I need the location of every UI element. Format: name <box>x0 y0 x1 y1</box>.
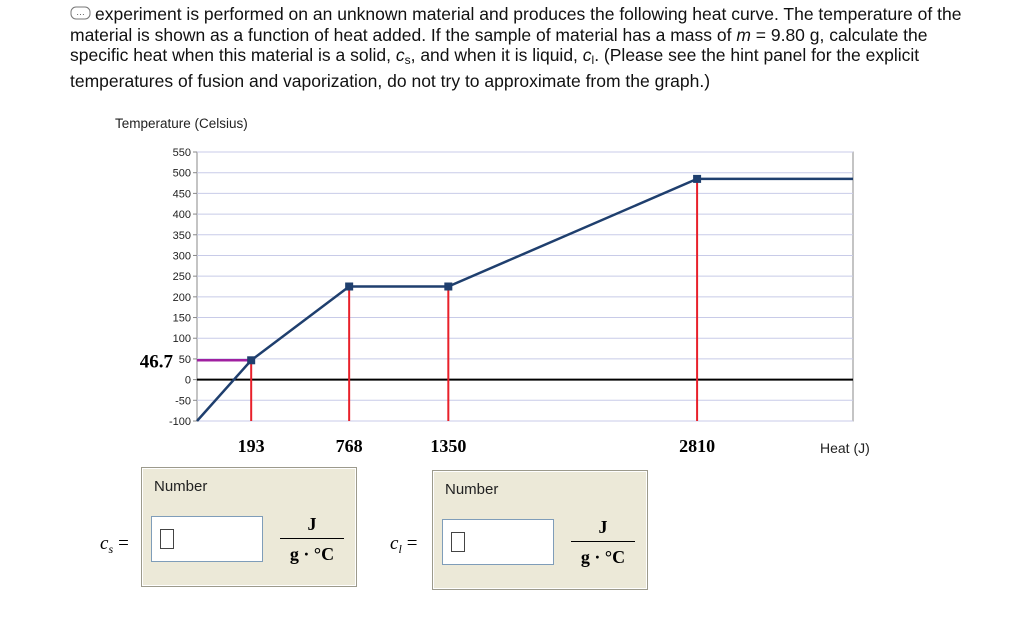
answer-symbol: cl = <box>390 533 418 557</box>
fraction-bar <box>280 538 344 539</box>
problem-segment: , and when it is liquid, <box>410 45 583 65</box>
number-input[interactable] <box>151 516 263 562</box>
answer-symbol: cs = <box>100 533 129 557</box>
x-point-label: 768 <box>336 436 363 456</box>
symbol: c <box>390 533 399 554</box>
problem-segment: c <box>582 45 592 65</box>
number-input[interactable] <box>442 519 554 565</box>
y-tick-label: -100 <box>169 416 191 428</box>
x-point-label: 1350 <box>430 436 466 456</box>
y-tick-label: 150 <box>173 313 191 325</box>
equals-sign: = <box>406 533 418 554</box>
problem-segment: c <box>395 45 405 65</box>
plot-area <box>196 151 854 422</box>
input-cursor-box <box>451 532 465 552</box>
curve <box>196 177 853 422</box>
symbol-subscript: s <box>108 542 114 556</box>
problem-segment: . (Please see the hint panel for the exp… <box>70 45 920 91</box>
y-tick-label: 550 <box>173 147 191 159</box>
equals-sign: = <box>118 533 129 554</box>
problem-segment: s <box>404 53 411 67</box>
x-axis-title: Heat (J) <box>820 440 870 456</box>
y-tick-label: 0 <box>185 375 191 387</box>
problem-text: … experiment is performed on an unknown m… <box>70 4 970 91</box>
symbol-subscript: l <box>398 542 402 556</box>
comment-icon[interactable]: … <box>70 5 92 23</box>
point-marker <box>345 282 354 291</box>
problem-segment: experiment is performed on an unknown ma… <box>70 4 962 45</box>
unit-denominator: g · °C <box>289 544 335 564</box>
level-label: 46.7 <box>140 351 174 372</box>
y-tick-label: 350 <box>173 230 191 242</box>
y-tick-label: 450 <box>173 188 191 200</box>
y-tick-label: 400 <box>173 209 191 221</box>
y-tick-label: 200 <box>173 292 191 304</box>
input-cursor-box <box>160 529 174 549</box>
x-point-label: 2810 <box>679 436 715 456</box>
input-label: Number <box>445 481 499 498</box>
y-tick-label: 100 <box>173 333 191 345</box>
unit-denominator: g · °C <box>580 547 626 567</box>
unit-numerator: J <box>598 517 608 537</box>
y-axis-title: Temperature (Celsius) <box>115 116 248 131</box>
y-tick-label: 300 <box>173 250 191 262</box>
problem-segment: m <box>736 24 751 45</box>
point-marker <box>444 282 453 291</box>
unit-numerator: J <box>307 514 317 534</box>
problem-segment: = 9.80 g, calculate the specific heat wh… <box>70 24 928 66</box>
y-tick-label: 50 <box>179 354 191 366</box>
x-point-label: 193 <box>238 436 265 456</box>
symbol: c <box>100 533 109 554</box>
point-marker <box>247 356 256 365</box>
y-tick-label: 500 <box>173 168 191 180</box>
svg-text:…: … <box>76 7 85 17</box>
y-tick-label: 250 <box>173 271 191 283</box>
problem-segment: l <box>591 53 595 67</box>
y-tick-label: -50 <box>175 395 191 407</box>
fraction-bar <box>571 541 635 542</box>
input-label: Number <box>154 478 208 495</box>
point-marker <box>693 174 702 183</box>
